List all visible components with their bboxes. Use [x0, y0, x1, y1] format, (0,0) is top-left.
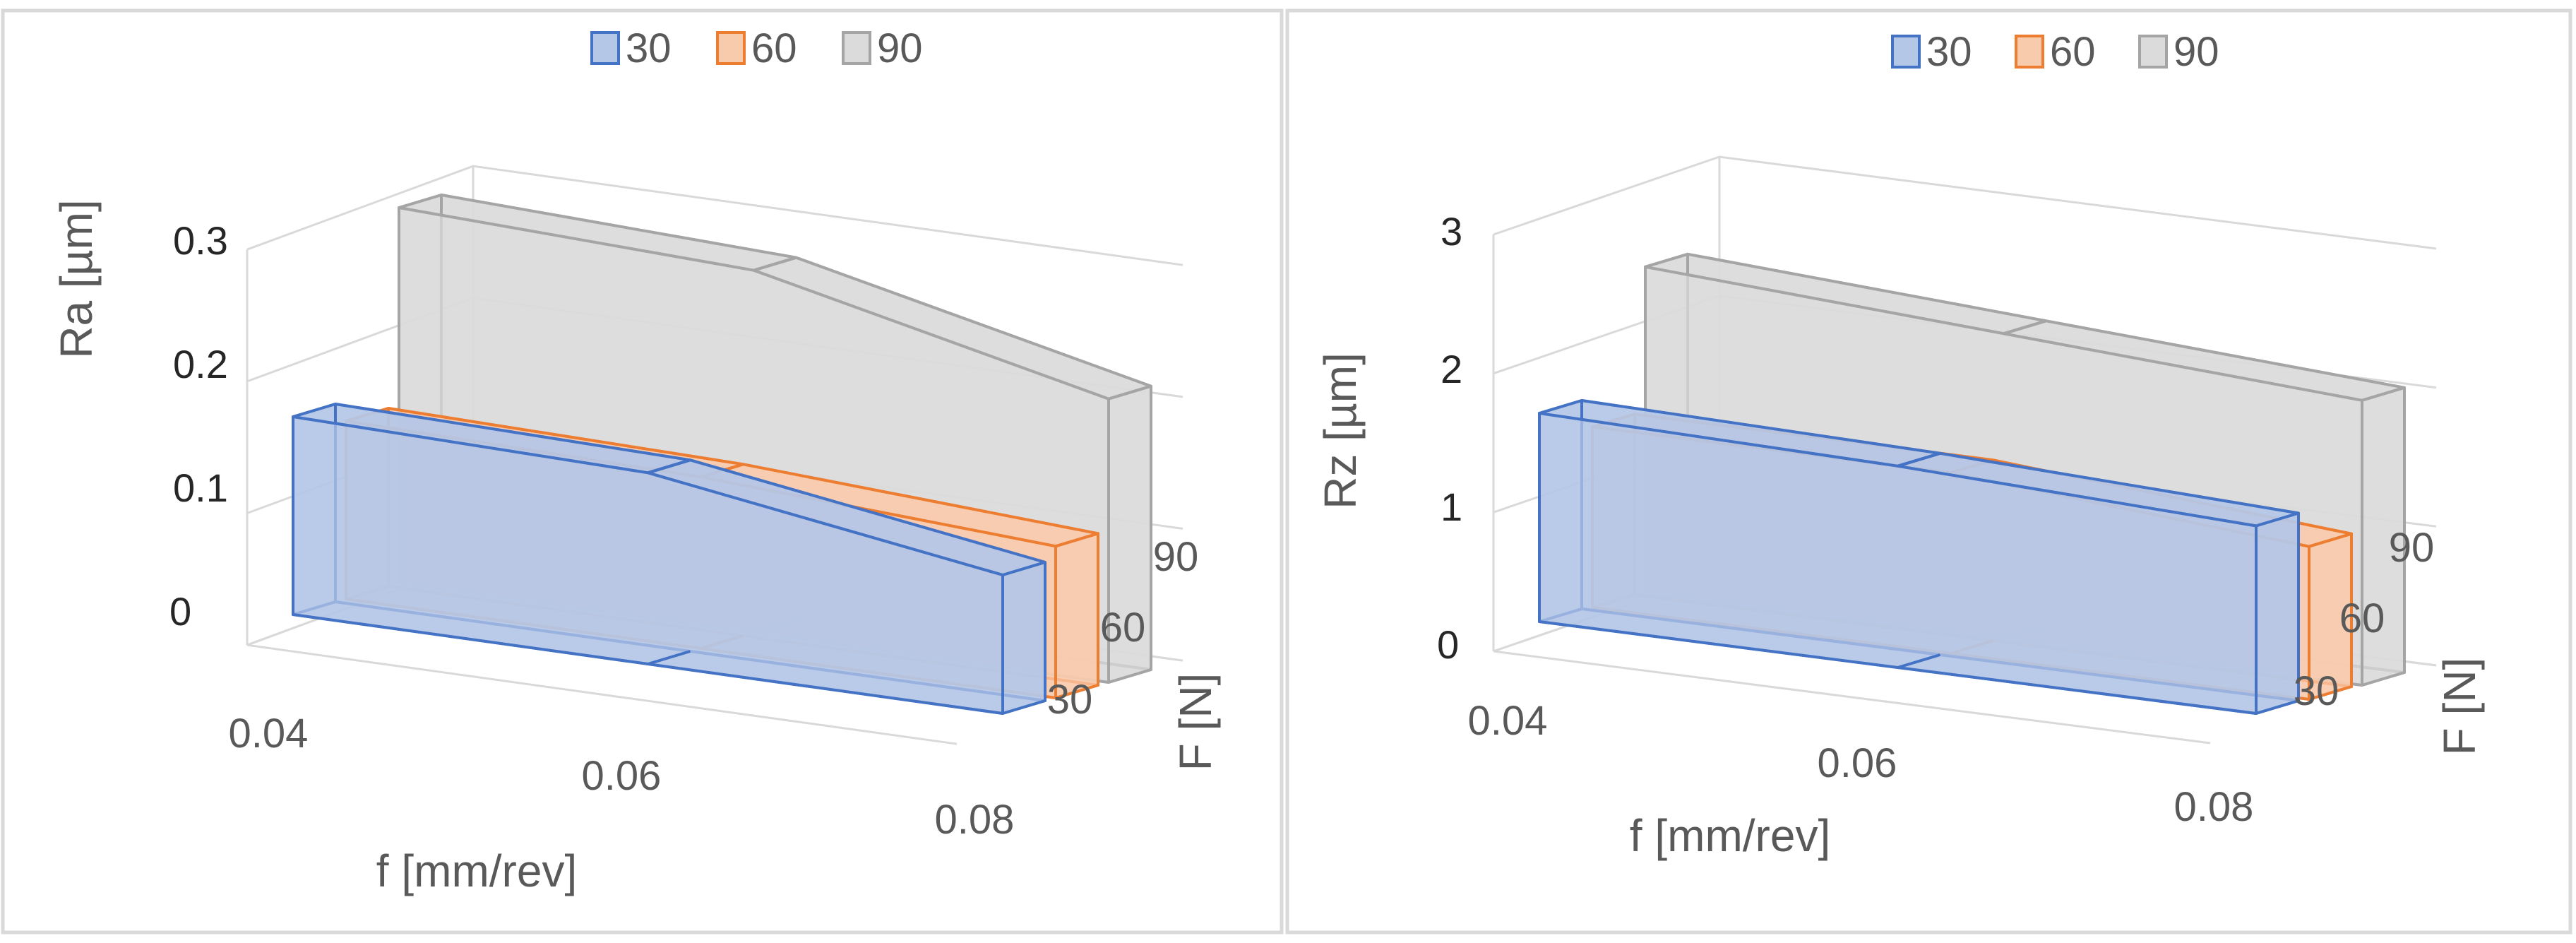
z-tick-label: 0	[1437, 622, 1459, 667]
x-tick-label: 0.04	[229, 711, 309, 757]
depth-tick-label: 60	[2339, 595, 2385, 641]
slab-segment-line	[2003, 319, 2047, 336]
slab-segment-line	[1897, 653, 1941, 669]
slab-end-face	[1054, 532, 1099, 699]
legend: 30 60 90	[1891, 29, 2219, 75]
slab-segment-line	[647, 650, 691, 665]
legend-swatch	[716, 31, 746, 65]
legend-label: 90	[2174, 29, 2219, 75]
legend-swatch	[2138, 35, 2168, 69]
z-tick-label: 0	[169, 589, 191, 634]
legend-label: 60	[751, 25, 797, 71]
x-tick-label: 0.08	[935, 797, 1015, 843]
x-tick-label: 0.04	[1468, 698, 1548, 744]
legend-label: 30	[1926, 29, 1972, 75]
front-floor-edge	[1493, 650, 2211, 745]
legend-item-30: 30	[1891, 29, 1972, 75]
slab-segment-line	[753, 256, 797, 272]
depth-tick-label: 30	[2294, 668, 2339, 714]
depth-axis-title: F [N]	[2434, 658, 2485, 756]
depth-tick-label: 90	[1153, 534, 1199, 580]
legend-label: 90	[877, 25, 923, 71]
x-axis-ticks: 0.04 0.06 0.08	[1468, 698, 2254, 830]
ra-chart: 0 0.1 0.2 0.3 Ra [µm] 0.04 0.06 0.08 f [mm/rev] 3…	[51, 25, 1221, 896]
slab-segment-line	[647, 458, 691, 475]
legend-item-60: 60	[2015, 29, 2096, 75]
legend-item-60: 60	[716, 25, 797, 71]
slab-end-face	[2255, 511, 2300, 715]
depth-axis-title: F [N]	[1170, 673, 1221, 771]
z-axis-title: Rz [µm]	[1315, 352, 1366, 509]
x-axis-title: f [mm/rev]	[1630, 810, 1830, 861]
z-tick-label: 0.1	[173, 465, 228, 510]
depth-tick-label: 90	[2389, 525, 2435, 571]
legend-swatch	[590, 31, 620, 65]
legend-label: 60	[2050, 29, 2096, 75]
legend-swatch	[842, 31, 871, 65]
x-tick-label: 0.08	[2174, 784, 2254, 830]
slab-end-face	[1001, 561, 1046, 715]
x-tick-label: 0.06	[1818, 740, 1897, 786]
legend-item-30: 30	[590, 25, 672, 71]
front-floor-edge	[246, 644, 958, 745]
legend-item-90: 90	[2138, 29, 2219, 75]
z-tick-label: 2	[1441, 347, 1462, 391]
z-tick-label: 3	[1441, 209, 1462, 254]
z-axis-ticks: 0 1 2 3	[1437, 209, 1462, 667]
legend-swatch	[2015, 35, 2044, 69]
series-slab-30	[1538, 399, 2300, 715]
series-group	[1538, 252, 2406, 715]
series-group	[292, 194, 1152, 715]
z-tick-label: 0.2	[173, 342, 228, 386]
z-axis-ticks: 0 0.1 0.2 0.3	[169, 218, 228, 634]
x-axis-ticks: 0.04 0.06 0.08	[229, 711, 1015, 843]
x-axis-title: f [mm/rev]	[376, 846, 577, 896]
legend-label: 30	[626, 25, 672, 71]
legend: 30 60 90	[590, 25, 923, 71]
x-tick-label: 0.06	[582, 753, 662, 799]
legend-swatch	[1891, 35, 1921, 69]
slab-segment-line	[1897, 451, 1941, 468]
z-tick-label: 1	[1441, 485, 1462, 529]
legend-item-90: 90	[842, 25, 923, 71]
z-tick-label: 0.3	[173, 218, 228, 263]
depth-tick-label: 30	[1047, 677, 1093, 723]
series-slab-30	[292, 403, 1046, 715]
z-axis-title: Ra [µm]	[51, 199, 102, 358]
depth-tick-label: 60	[1100, 605, 1146, 651]
